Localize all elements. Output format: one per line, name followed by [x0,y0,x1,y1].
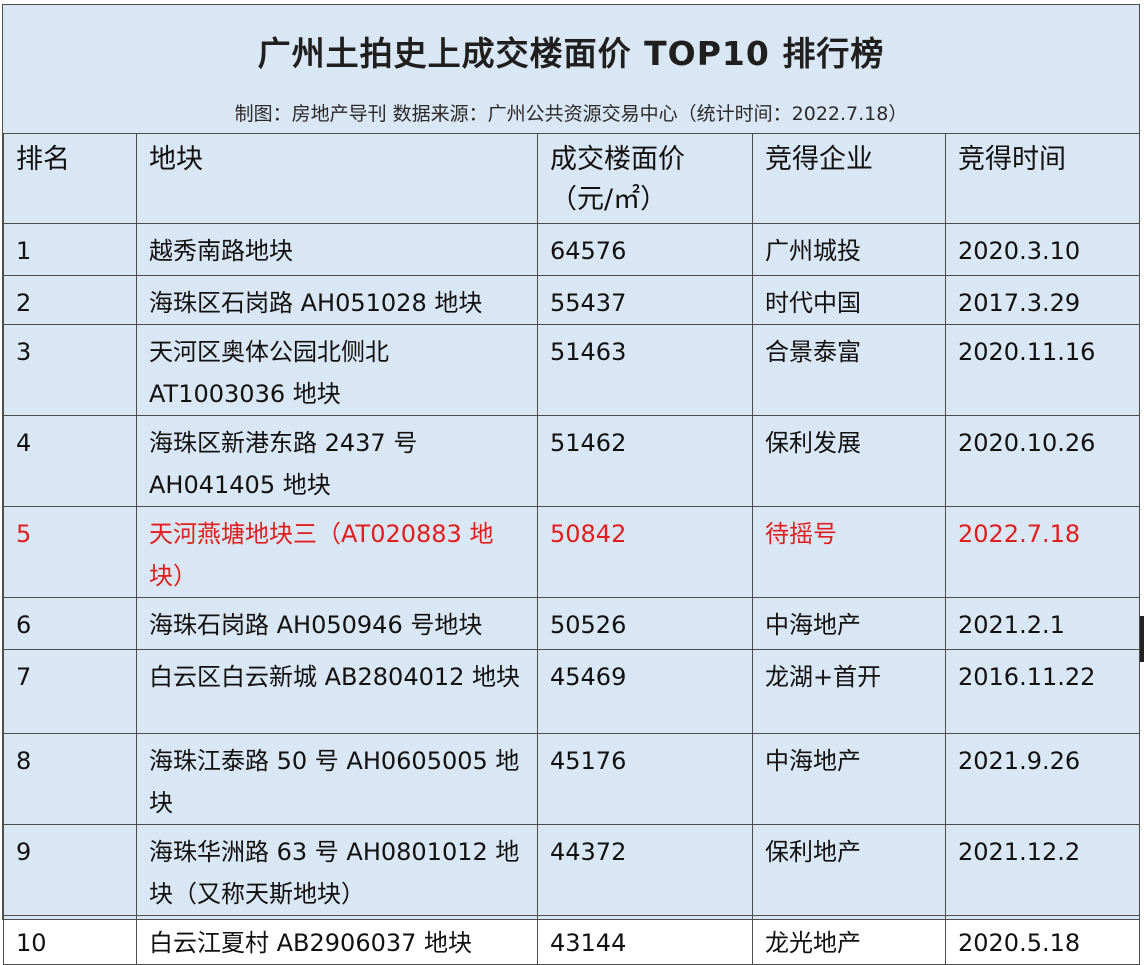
price-cell: 45176 [537,733,753,825]
price-cell: 51463 [537,324,753,416]
price-cell: 45469 [537,649,753,734]
company-cell: 保利发展 [752,415,946,507]
plot-cell: 海珠华洲路 63 号 AH0801012 地块（又称天斯地块） [136,824,538,916]
table-row: 3 天河区奥体公园北侧北 AT1003036 地块 51463 合景泰富 202… [3,324,1140,416]
header-price: 成交楼面价（元/㎡） [537,133,753,224]
plot-cell: 越秀南路地块 [136,223,538,276]
table-row: 4 海珠区新港东路 2437 号 AH041405 地块 51462 保利发展 … [3,415,1140,507]
company-cell: 合景泰富 [752,324,946,416]
header-company: 竞得企业 [752,133,946,224]
price-cell: 64576 [537,223,753,276]
rank-cell: 3 [3,324,137,416]
price-cell: 44372 [537,824,753,916]
table-row: 7 白云区白云新城 AB2804012 地块 45469 龙湖+首开 2016.… [3,649,1140,734]
date-cell: 2021.9.26 [945,733,1140,825]
plot-cell: 白云江夏村 AB2906037 地块 [136,915,538,965]
price-cell: 50526 [537,597,753,650]
date-cell: 2022.7.18 [945,506,1140,598]
plot-cell: 天河燕塘地块三（AT020883 地块） [136,506,538,598]
table-row: 8 海珠江泰路 50 号 AH0605005 地块 45176 中海地产 202… [3,733,1140,825]
date-cell: 2017.3.29 [945,275,1140,325]
header-plot: 地块 [136,133,538,224]
table-subtitle: 制图：房地产导刊 数据来源：广州公共资源交易中心（统计时间：2022.7.18） [234,103,908,125]
table-row: 10 白云江夏村 AB2906037 地块 43144 龙光地产 2020.5.… [3,915,1140,965]
company-cell: 待摇号 [752,506,946,598]
plot-cell: 海珠江泰路 50 号 AH0605005 地块 [136,733,538,825]
plot-cell: 白云区白云新城 AB2804012 地块 [136,649,538,734]
rank-cell: 8 [3,733,137,825]
date-cell: 2021.12.2 [945,824,1140,916]
table-row: 9 海珠华洲路 63 号 AH0801012 地块（又称天斯地块） 44372 … [3,824,1140,916]
ranking-table-sheet: 广州土拍史上成交楼面价 TOP10 排行榜 制图：房地产导刊 数据来源：广州公共… [2,4,1140,965]
date-cell: 2020.11.16 [945,324,1140,416]
company-cell: 龙光地产 [752,915,946,965]
plot-cell: 海珠区新港东路 2437 号 AH041405 地块 [136,415,538,507]
rank-cell: 7 [3,649,137,734]
company-cell: 中海地产 [752,733,946,825]
rank-cell: 2 [3,275,137,325]
highlighted-table-row: 5 天河燕塘地块三（AT020883 地块） 50842 待摇号 2022.7.… [3,506,1140,598]
table-row: 2 海珠区石岗路 AH051028 地块 55437 时代中国 2017.3.2… [3,275,1140,325]
rank-cell: 9 [3,824,137,916]
price-cell: 43144 [537,915,753,965]
header-rank: 排名 [3,133,137,224]
plot-cell: 海珠区石岗路 AH051028 地块 [136,275,538,325]
rank-cell: 1 [3,223,137,276]
date-cell: 2016.11.22 [945,649,1140,734]
date-cell: 2020.3.10 [945,223,1140,276]
date-cell: 2020.10.26 [945,415,1140,507]
rank-cell: 10 [3,915,137,965]
table-row: 1 越秀南路地块 64576 广州城投 2020.3.10 [3,223,1140,276]
price-cell: 50842 [537,506,753,598]
scrollbar-edge-mark [1140,616,1144,662]
table-title: 广州土拍史上成交楼面价 TOP10 排行榜 [257,34,885,73]
price-cell: 51462 [537,415,753,507]
company-cell: 龙湖+首开 [752,649,946,734]
plot-cell: 天河区奥体公园北侧北 AT1003036 地块 [136,324,538,416]
rank-cell: 6 [3,597,137,650]
header-row: 排名 地块 成交楼面价（元/㎡） 竞得企业 竞得时间 [3,133,1140,224]
date-cell: 2020.5.18 [945,915,1140,965]
price-cell: 55437 [537,275,753,325]
company-cell: 广州城投 [752,223,946,276]
date-cell: 2021.2.1 [945,597,1140,650]
ranking-table: 排名 地块 成交楼面价（元/㎡） 竞得企业 竞得时间 1 越秀南路地块 6457… [3,133,1140,965]
rank-cell: 4 [3,415,137,507]
header-date: 竞得时间 [945,133,1140,224]
company-cell: 中海地产 [752,597,946,650]
plot-cell: 海珠石岗路 AH050946 号地块 [136,597,538,650]
table-row: 6 海珠石岗路 AH050946 号地块 50526 中海地产 2021.2.1 [3,597,1140,650]
company-cell: 保利地产 [752,824,946,916]
company-cell: 时代中国 [752,275,946,325]
rank-cell: 5 [3,506,137,598]
